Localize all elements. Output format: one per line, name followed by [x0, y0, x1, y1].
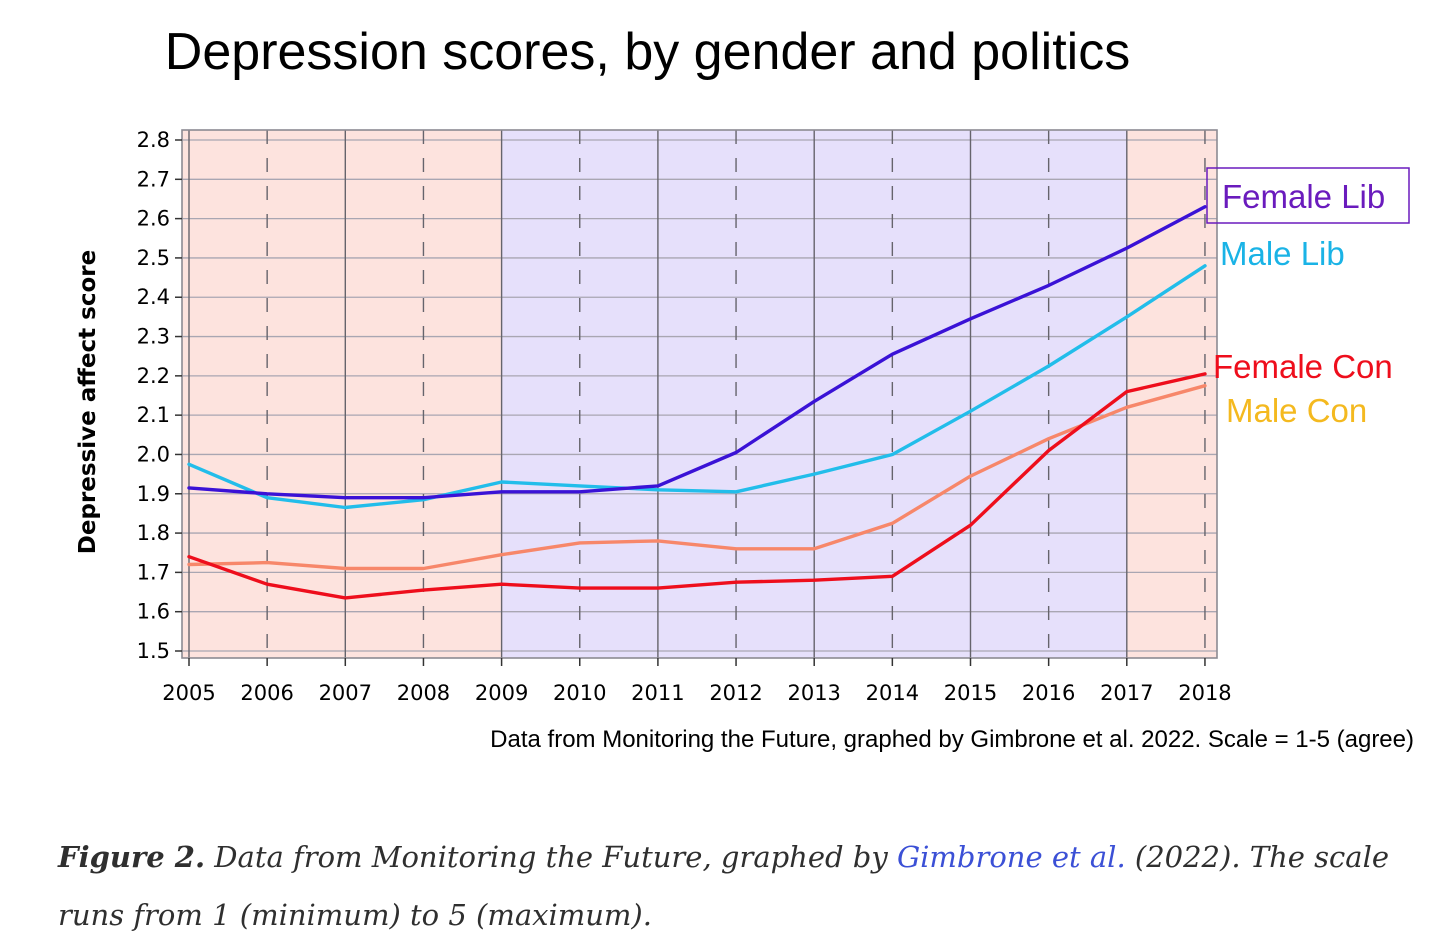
series-labels: Female Lib Male Lib Female Con Male Con [1206, 167, 1410, 429]
y-tick-label: 2.4 [137, 285, 170, 309]
background-bands [182, 130, 1217, 658]
citation-link[interactable]: Gimbrone et al. [896, 840, 1126, 874]
series-label-male-lib: Male Lib [1220, 235, 1345, 272]
series-label-box [1206, 167, 1410, 224]
y-tick-label: 1.7 [137, 560, 170, 584]
x-tick-label: 2018 [1178, 681, 1231, 705]
series-line-male-con [187, 384, 1207, 571]
x-tick-label: 2005 [162, 681, 215, 705]
x-tick-label: 2013 [787, 681, 840, 705]
series-label-male-con: Male Con [1226, 392, 1367, 429]
axes [181, 129, 1218, 659]
x-tick-label: 2010 [553, 681, 606, 705]
x-tick-label: 2017 [1100, 681, 1153, 705]
grid-lines [182, 130, 1217, 658]
figure-label: Figure 2. [58, 840, 206, 874]
chart-title: Depression scores, by gender and politic… [164, 23, 1131, 81]
data-series [187, 205, 1207, 600]
series-label-female-con: Female Con [1213, 348, 1393, 385]
x-tick-label: 2007 [319, 681, 372, 705]
y-tick-label: 2.5 [137, 246, 170, 270]
y-tick-label: 2.0 [137, 442, 170, 466]
x-axis-ticks: 2005 2006 2007 2008 2009 2010 2011 2012 2013 2014… [162, 658, 1232, 705]
x-tick-label: 2008 [397, 681, 450, 705]
series-line-female-con [187, 372, 1207, 600]
x-tick-label: 2015 [944, 681, 997, 705]
figure-caption: Figure 2. Data from Monitoring the Futur… [58, 828, 1438, 944]
line-chart: 1.5 1.6 1.7 1.8 1.9 2.0 2.1 2.2 2.3 2.4 2.5 2.6 2.7 2… [75, 128, 1410, 705]
caption-text-end: (2022). The scale runs from 1 (minimum) … [58, 840, 1390, 932]
y-tick-label: 2.7 [137, 167, 170, 191]
x-tick-label: 2011 [631, 681, 684, 705]
series-line-female-lib [187, 205, 1207, 500]
x-tick-label: 2006 [240, 681, 293, 705]
y-tick-label: 2.6 [137, 207, 170, 231]
y-axis-label: Depressive affect score [75, 250, 101, 554]
y-tick-label: 2.3 [137, 325, 170, 349]
x-tick-label: 2012 [709, 681, 762, 705]
y-tick-label: 1.6 [137, 600, 170, 624]
x-tick-label: 2014 [866, 681, 919, 705]
y-tick-label: 1.5 [137, 639, 170, 663]
source-note: Data from Monitoring the Future, graphed… [490, 726, 1414, 753]
y-tick-label: 2.8 [137, 128, 170, 152]
y-tick-label: 2.1 [137, 403, 170, 427]
y-axis-ticks: 1.5 1.6 1.7 1.8 1.9 2.0 2.1 2.2 2.3 2.4 2.5 2.6 2.7 2… [137, 128, 182, 663]
y-tick-label: 1.8 [137, 521, 170, 545]
x-tick-label: 2009 [475, 681, 528, 705]
y-tick-label: 2.2 [137, 364, 170, 388]
x-tick-label: 2016 [1022, 681, 1075, 705]
y-tick-label: 1.9 [137, 482, 170, 506]
plot-frame [181, 129, 1218, 659]
series-line-male-lib [187, 264, 1207, 510]
caption-text: Data from Monitoring the Future, graphed… [205, 840, 897, 874]
series-label-female-lib: Female Lib [1222, 178, 1385, 215]
background-band [182, 130, 502, 658]
